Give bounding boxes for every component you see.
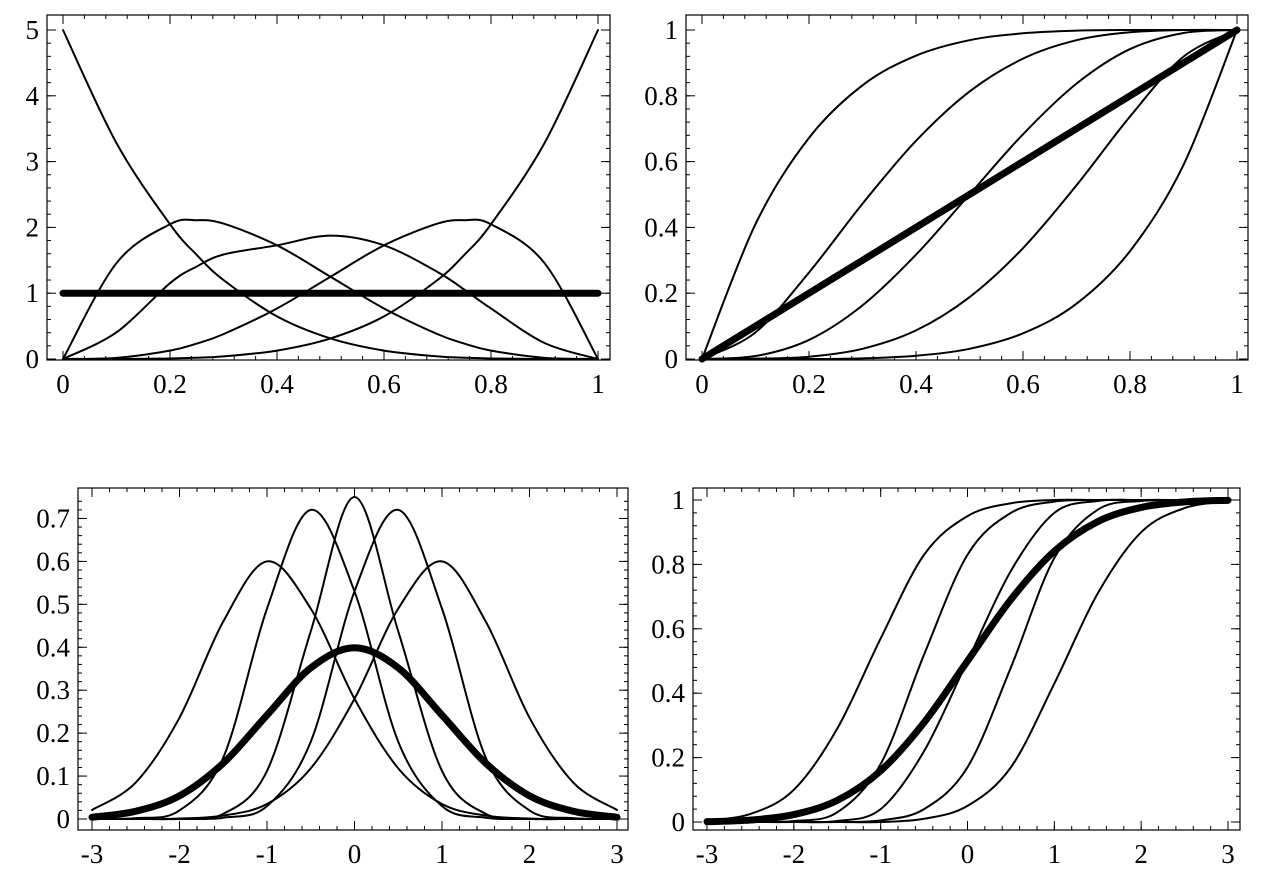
chart-panel-3: -3 -2 -1 0 1 2 3 0 0.1 0.2 0.3 0.4 0.5 0.6 0.7 [36,487,629,869]
series-line-2 [701,28,1238,360]
series-line-1 [91,560,618,821]
series-line-5 [62,29,599,361]
series-line-5 [91,560,618,821]
x-tick-label: 0.6 [1006,369,1040,399]
x-tick-label: 0.6 [367,369,401,399]
x-tick-label: 0 [348,839,362,869]
y-tick-label: 1 [672,485,686,515]
x-tick-label: -2 [168,839,191,869]
y-tick-label: 0.6 [644,147,678,177]
chart-panel-2: 0 0.2 0.4 0.6 0.8 1 0 0.2 0.4 0.6 0.8 1 [644,14,1249,399]
x-tick-label: 0.2 [153,369,187,399]
y-tick-label: 0.8 [644,81,678,111]
x-tick-label: -3 [696,839,719,869]
y-tick-label: 0.4 [36,632,70,662]
x-tick-label: 0.8 [1113,369,1147,399]
y-tick-label: 0.1 [36,761,70,791]
series-line-1 [701,28,1238,360]
y-tick-label: 1 [26,278,40,308]
bold-series-line-6 [703,496,1232,826]
series-line-2 [91,508,618,821]
y-tick-label: 0 [665,344,679,374]
y-tick-label: 0.6 [651,614,685,644]
x-tick-label: 1 [591,369,605,399]
series-line-1 [62,29,599,361]
x-tick-label: 2 [523,839,537,869]
series-line-3 [91,496,618,821]
x-tick-label: 3 [610,839,624,869]
x-tick-label: -1 [869,839,892,869]
series-line-5 [701,29,1238,361]
series-line-3 [62,234,599,360]
x-tick-label: 0.8 [474,369,508,399]
bold-series-line-6 [88,644,621,821]
x-tick-label: 2 [1134,839,1148,869]
y-tick-label: 0.2 [644,278,678,308]
x-tick-label: 0 [961,839,975,869]
chart-panel-1: 0 0.2 0.4 0.6 0.8 1 0 1 2 3 4 5 [26,14,611,399]
x-tick-label: 0 [56,369,70,399]
chart-panel-4: -3 -2 -1 0 1 2 3 0 0.2 0.4 0.6 0.8 1 [651,485,1241,869]
y-tick-label: 4 [26,81,40,111]
y-tick-label: 0 [672,807,686,837]
y-tick-label: 0.4 [644,212,678,242]
y-tick-label: 3 [26,147,40,177]
series-line-5 [706,500,1229,824]
x-tick-label: 1 [435,839,449,869]
y-tick-label: 2 [26,212,40,242]
x-tick-label: 0 [695,369,709,399]
y-tick-label: 0 [26,344,40,374]
y-tick-label: 0.3 [36,675,70,705]
x-tick-label: 1 [1230,369,1244,399]
series-line-2 [62,218,599,360]
y-tick-label: 1 [665,15,679,45]
plot-frame [77,487,629,831]
series-line-4 [91,508,618,821]
x-tick-label: 0.4 [899,369,933,399]
y-tick-label: 0 [57,804,71,834]
bold-series-line-6 [698,26,1241,363]
x-tick-label: 0.2 [792,369,826,399]
y-tick-label: 0.2 [36,718,70,748]
x-tick-label: -1 [256,839,279,869]
y-tick-label: 0.2 [651,743,685,773]
x-tick-label: 1 [1048,839,1062,869]
series-line-4 [62,218,599,360]
y-tick-label: 0.5 [36,589,70,619]
x-tick-label: -2 [783,839,806,869]
y-tick-label: 0.8 [651,549,685,579]
x-tick-label: 0.4 [260,369,294,399]
x-tick-label: 3 [1221,839,1235,869]
series-line-4 [701,29,1238,360]
plot-frame [692,487,1241,831]
plot-frame [685,14,1249,361]
plot-frame [46,14,611,361]
y-tick-label: 0.4 [651,678,685,708]
x-tick-label: -3 [81,839,104,869]
y-tick-label: 0.6 [36,546,70,576]
y-tick-label: 5 [26,15,40,45]
y-tick-label: 0.7 [36,503,70,533]
